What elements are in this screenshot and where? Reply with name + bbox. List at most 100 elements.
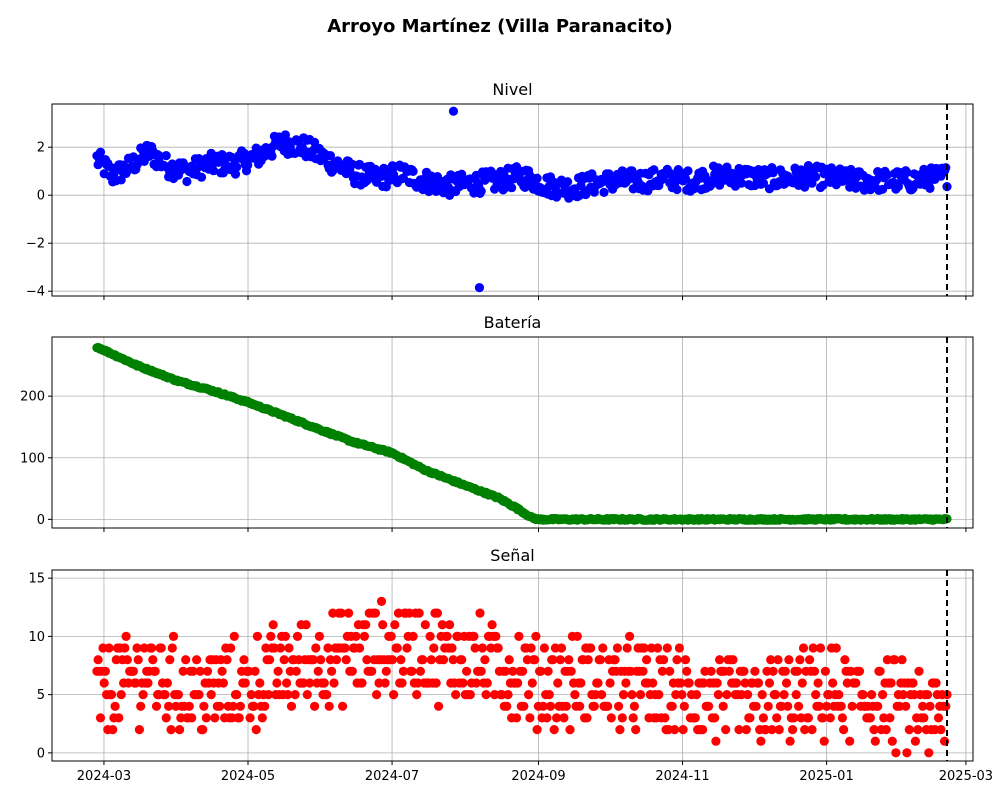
- data-point: [901, 701, 911, 711]
- data-point: [167, 643, 177, 653]
- data-point: [712, 678, 722, 688]
- data-point: [858, 690, 868, 700]
- data-point: [482, 678, 492, 688]
- data-point: [809, 666, 820, 676]
- data-point: [184, 701, 194, 711]
- data-point: [530, 655, 540, 665]
- data-point: [536, 666, 546, 676]
- data-point: [773, 655, 783, 665]
- data-point: [774, 725, 784, 735]
- data-point: [347, 666, 357, 676]
- data-point: [770, 690, 781, 700]
- data-point: [543, 666, 553, 676]
- data-point: [291, 666, 301, 676]
- data-point: [426, 655, 436, 665]
- data-point: [604, 169, 614, 179]
- data-point: [665, 666, 675, 676]
- data-point: [161, 713, 171, 723]
- data-point: [908, 678, 918, 688]
- data-point: [784, 655, 794, 665]
- data-point: [500, 666, 511, 676]
- data-point: [680, 655, 691, 665]
- data-point: [910, 736, 921, 746]
- data-point: [914, 666, 924, 676]
- data-point: [150, 666, 160, 676]
- data-point: [870, 736, 880, 746]
- data-point: [789, 713, 799, 723]
- data-point: [563, 177, 573, 187]
- data-point: [678, 725, 688, 735]
- data-point: [933, 713, 944, 723]
- outlier-point: [474, 283, 485, 293]
- data-point: [469, 631, 479, 642]
- data-point: [167, 159, 177, 169]
- data-point: [132, 643, 142, 653]
- data-point: [615, 725, 625, 735]
- data-point: [442, 631, 452, 642]
- data-point: [612, 643, 623, 653]
- data-point: [807, 725, 817, 735]
- data-point: [736, 178, 747, 188]
- plot-frame: [51, 569, 974, 762]
- data-point: [195, 666, 205, 676]
- data-point: [93, 655, 103, 665]
- data-point: [372, 690, 382, 700]
- data-point: [654, 690, 664, 700]
- data-point: [250, 666, 260, 676]
- data-point: [531, 631, 541, 642]
- data-point: [565, 725, 575, 735]
- data-point: [621, 678, 631, 688]
- data-point: [325, 151, 335, 161]
- data-point: [305, 678, 315, 688]
- data-point: [936, 725, 946, 735]
- data-point: [625, 631, 635, 642]
- data-point: [470, 643, 480, 653]
- data-point: [268, 620, 278, 630]
- data-point: [767, 725, 777, 735]
- data-point: [476, 186, 486, 196]
- y-tick-label: 2: [37, 141, 45, 156]
- data-point: [338, 701, 348, 711]
- data-point: [106, 690, 117, 700]
- data-point: [902, 167, 912, 178]
- data-point: [431, 678, 441, 688]
- data-point: [751, 701, 761, 711]
- data-point: [797, 678, 807, 688]
- data-point: [134, 725, 144, 735]
- data-point: [549, 725, 559, 735]
- data-point: [885, 713, 895, 723]
- data-point: [837, 713, 848, 723]
- data-point: [822, 701, 832, 711]
- data-point: [598, 643, 608, 653]
- data-point: [811, 172, 821, 182]
- data-point: [322, 690, 332, 700]
- data-point: [380, 678, 390, 688]
- data-point: [308, 655, 318, 665]
- y-tick-label: 100: [20, 451, 45, 466]
- data-point: [386, 631, 396, 642]
- data-point: [284, 643, 294, 653]
- data-point: [839, 725, 849, 735]
- data-point: [808, 643, 818, 653]
- x-tick-label: 2024-03: [77, 769, 131, 784]
- data-point: [249, 701, 259, 711]
- data-point: [434, 701, 444, 711]
- data-point: [392, 643, 402, 653]
- data-point: [514, 631, 524, 642]
- data-point: [201, 713, 211, 723]
- data-point: [228, 701, 238, 711]
- data-point: [108, 725, 118, 735]
- data-point: [539, 643, 550, 653]
- data-point: [791, 690, 801, 700]
- data-point: [476, 666, 486, 676]
- points-0: [92, 106, 952, 293]
- data-point: [649, 165, 659, 175]
- data-point: [698, 725, 708, 735]
- subplot-0: −4 −2 0 2 Nivel: [26, 80, 974, 300]
- data-point: [639, 643, 649, 653]
- data-point: [480, 655, 490, 665]
- data-point: [617, 713, 627, 723]
- data-point: [819, 736, 829, 746]
- data-point: [445, 620, 455, 630]
- data-point: [165, 655, 175, 665]
